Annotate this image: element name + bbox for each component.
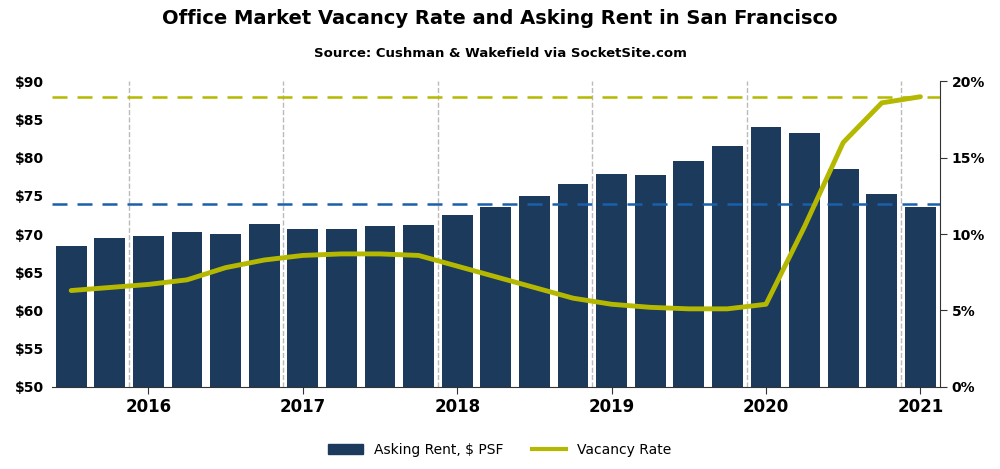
Bar [789, 133, 820, 386]
Bar [480, 207, 511, 386]
Bar [866, 194, 897, 386]
Bar [403, 225, 434, 386]
Bar [172, 232, 202, 386]
Bar [210, 234, 241, 386]
Bar [905, 207, 936, 386]
Bar [365, 227, 395, 386]
Bar [558, 184, 588, 386]
Legend: Asking Rent, $ PSF, Vacancy Rate: Asking Rent, $ PSF, Vacancy Rate [323, 437, 677, 462]
Bar [249, 224, 280, 386]
Text: Source: Cushman & Wakefield via SocketSite.com: Source: Cushman & Wakefield via SocketSi… [314, 47, 686, 60]
Bar [56, 245, 87, 386]
Bar [94, 238, 125, 386]
Bar [673, 161, 704, 386]
Bar [635, 174, 666, 386]
Bar [596, 174, 627, 386]
Text: Office Market Vacancy Rate and Asking Rent in San Francisco: Office Market Vacancy Rate and Asking Re… [162, 9, 838, 29]
Bar [712, 146, 743, 386]
Bar [133, 236, 164, 386]
Bar [828, 169, 859, 386]
Bar [519, 196, 550, 386]
Bar [287, 229, 318, 386]
Bar [442, 215, 473, 386]
Bar [751, 127, 781, 386]
Bar [326, 229, 357, 386]
